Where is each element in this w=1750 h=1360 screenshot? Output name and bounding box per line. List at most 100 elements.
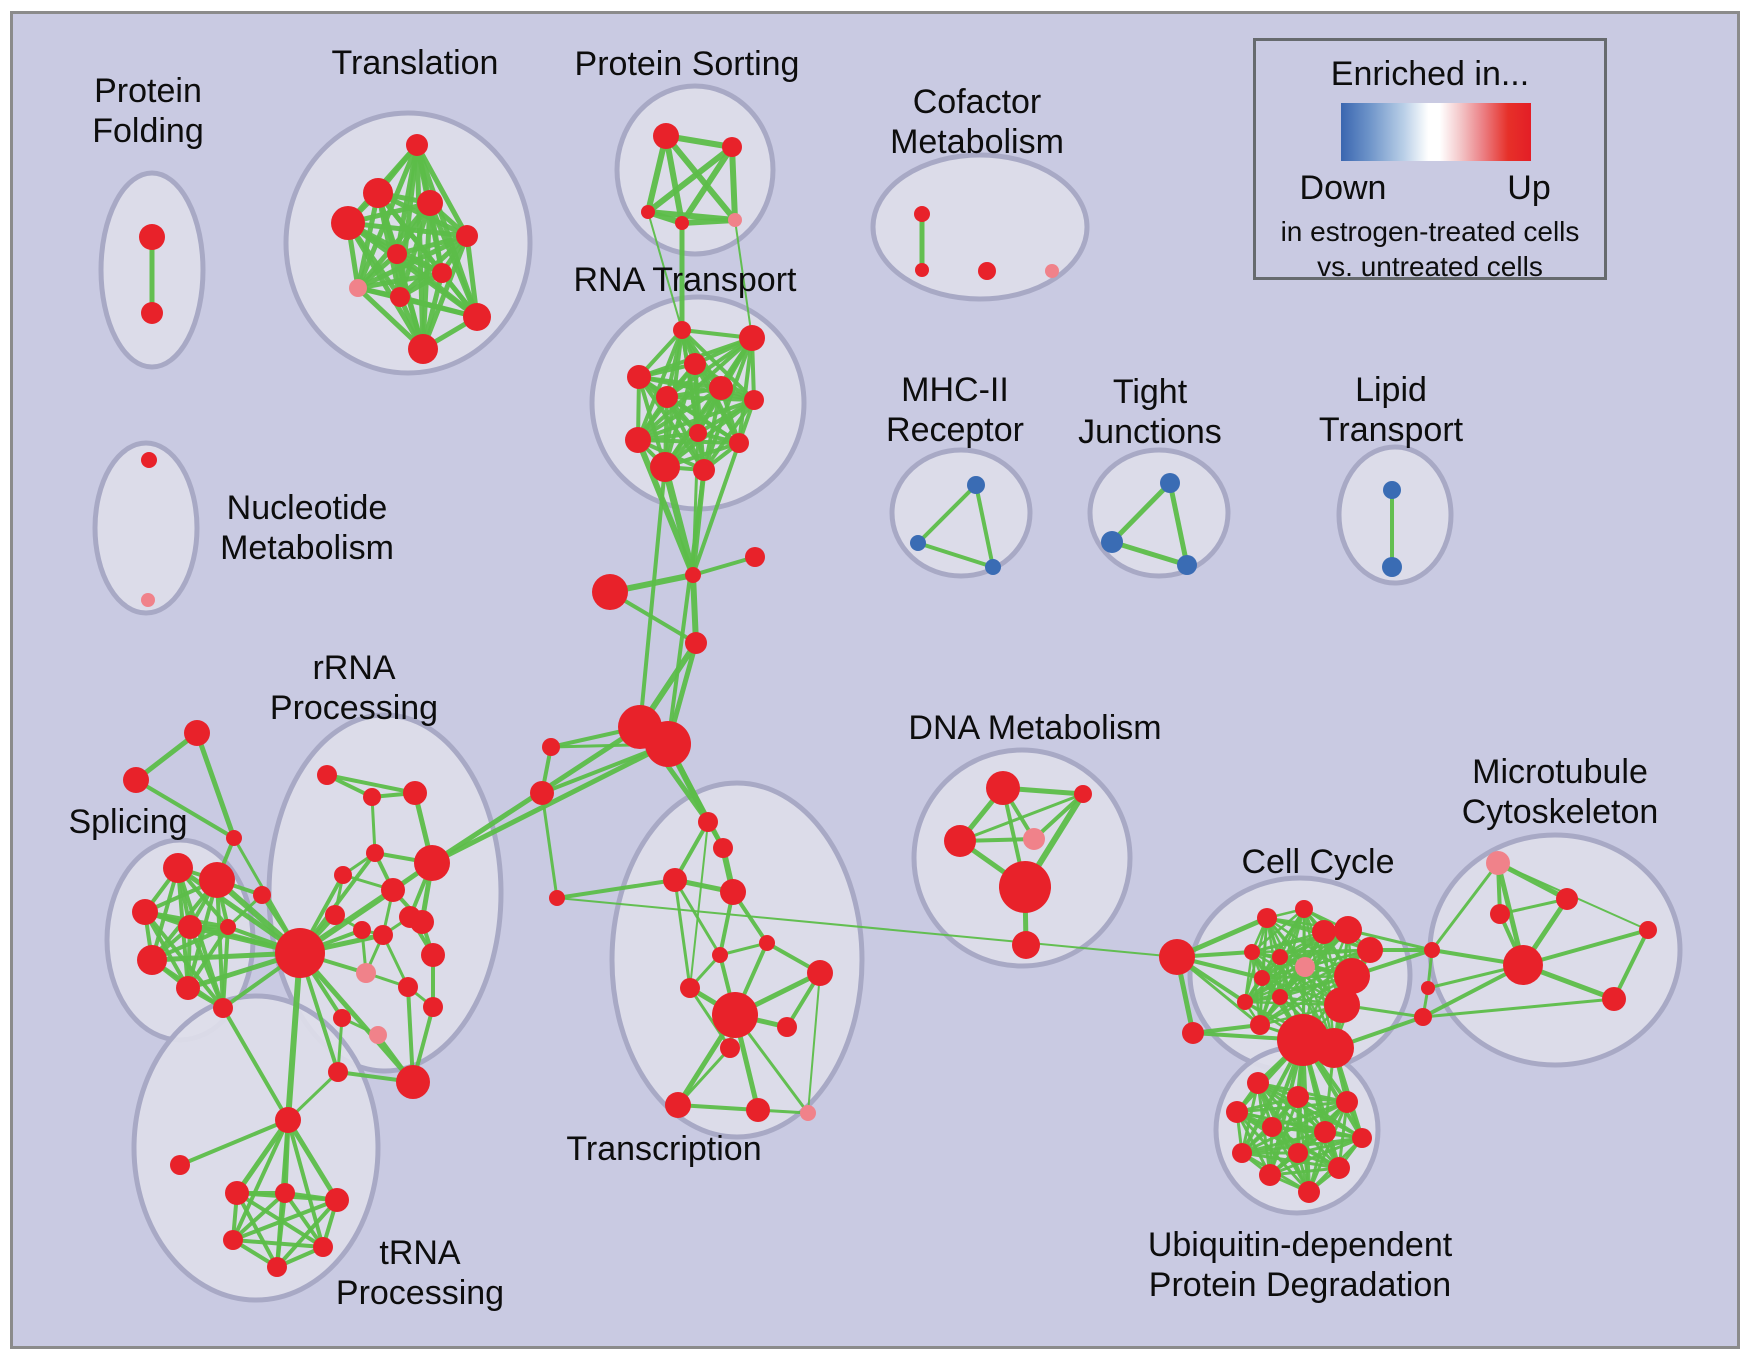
network-edge [663,133,738,223]
gene-set-node [684,353,706,375]
gene-set-node [373,925,393,945]
cluster-label-cofactor-metabolism: Cofactor Metabolism [890,83,1064,161]
gene-set-node [137,945,167,975]
gene-set-node [914,206,930,222]
gene-set-node [226,830,242,846]
gene-set-node [1382,557,1402,577]
cluster-label-tight-junctions: Tight Junctions [1078,373,1222,451]
gene-set-node [1262,1117,1282,1137]
network-edge [636,328,684,442]
gene-set-node [417,190,443,216]
network-edge [345,220,426,352]
cluster-label-protein-folding: Protein Folding [92,72,204,150]
gene-set-node [689,424,707,442]
gene-set-node [712,947,728,963]
gene-set-node [800,1105,816,1121]
network-edge [134,778,236,840]
network-edge [1109,480,1173,545]
gene-set-node [1012,931,1040,959]
gene-set-node [123,767,149,793]
network-edge [1346,928,1434,952]
network-edge [647,211,683,331]
network-edge [1240,1100,1349,1155]
gene-set-node [1074,785,1092,803]
gene-set-node [170,1155,190,1175]
legend-gradient-bar [1341,103,1531,161]
gene-set-node [728,213,742,227]
network-edge [540,791,559,900]
gene-set-node [985,559,1001,575]
gene-set-node [685,567,701,583]
legend-title: Enriched in... [1330,55,1530,93]
network-edge [636,398,756,442]
network-edge [370,795,377,855]
gene-set-node [1288,1143,1308,1163]
network-edge [718,941,769,957]
gene-set-node [1045,264,1059,278]
gene-set-node [406,134,428,156]
network-edge [689,821,709,989]
gene-set-node [423,997,443,1017]
gene-set-node [944,825,976,857]
gene-set-node [225,1181,249,1205]
gene-set-node [1023,828,1045,850]
network-edge [231,1191,287,1242]
gene-set-node [1254,970,1270,986]
network-nodes [123,123,1657,1277]
network-edge [143,910,225,1010]
gene-set-node [1414,1008,1432,1026]
network-edge [663,398,756,469]
gene-set-node [333,1009,351,1027]
network-edge [673,878,692,990]
network-edge [702,398,756,472]
gene-set-node [396,1065,430,1099]
gene-set-node [967,476,985,494]
cluster-label-ubiquitin-degradation: Ubiquitin-dependent Protein Degradation [1148,1226,1453,1304]
network-edge [807,972,821,1114]
gene-set-node [1226,1101,1248,1123]
network-edge [1167,480,1190,568]
cluster-label-protein-sorting: Protein Sorting [575,45,800,83]
network-edge [645,144,735,215]
gene-set-node [1556,888,1578,910]
network-edge [1302,907,1336,1050]
gene-set-node [759,935,775,951]
network-edge [958,792,1085,843]
gene-set-node [213,998,233,1018]
network-edge [194,730,237,841]
network-edge [1109,539,1190,568]
legend-up-label: Up [1507,169,1551,207]
gene-set-node [1159,939,1195,975]
gene-set-node [698,812,718,832]
gene-set-node [1334,958,1370,994]
gene-set-node [141,302,163,324]
gene-set-node [313,1237,333,1257]
gene-set-node [141,452,157,468]
gene-set-node [275,928,325,978]
network-edge [1268,1166,1341,1177]
gene-set-node [720,1038,740,1058]
gene-set-node [1383,481,1401,499]
network-edge [679,217,738,226]
gene-set-node [1486,851,1510,875]
network-edge [676,1103,760,1112]
network-edge [637,375,706,472]
network-edge [1250,907,1306,954]
cluster-label-nucleotide-metabolism: Nucleotide Metabolism [220,489,394,567]
gene-set-node [414,845,450,881]
gene-set-node [1295,957,1315,977]
gene-set-node [387,244,407,264]
gene-set-node [665,1092,691,1118]
cluster-ellipse-nucleotide-metabolism [92,440,200,616]
gene-set-node [141,593,155,607]
network-edge [231,1238,325,1249]
gene-set-node [408,334,438,364]
network-edge [1521,928,1650,967]
gene-set-node [399,906,421,928]
gene-set-node [363,788,381,806]
network-svg: Protein Folding Translation Protein Sorting… [68,44,1683,1312]
legend-subtitle-line1: in estrogen-treated cells [1280,216,1580,247]
gene-set-node [653,123,679,149]
gene-set-node [709,376,733,400]
gene-set-node [390,287,410,307]
